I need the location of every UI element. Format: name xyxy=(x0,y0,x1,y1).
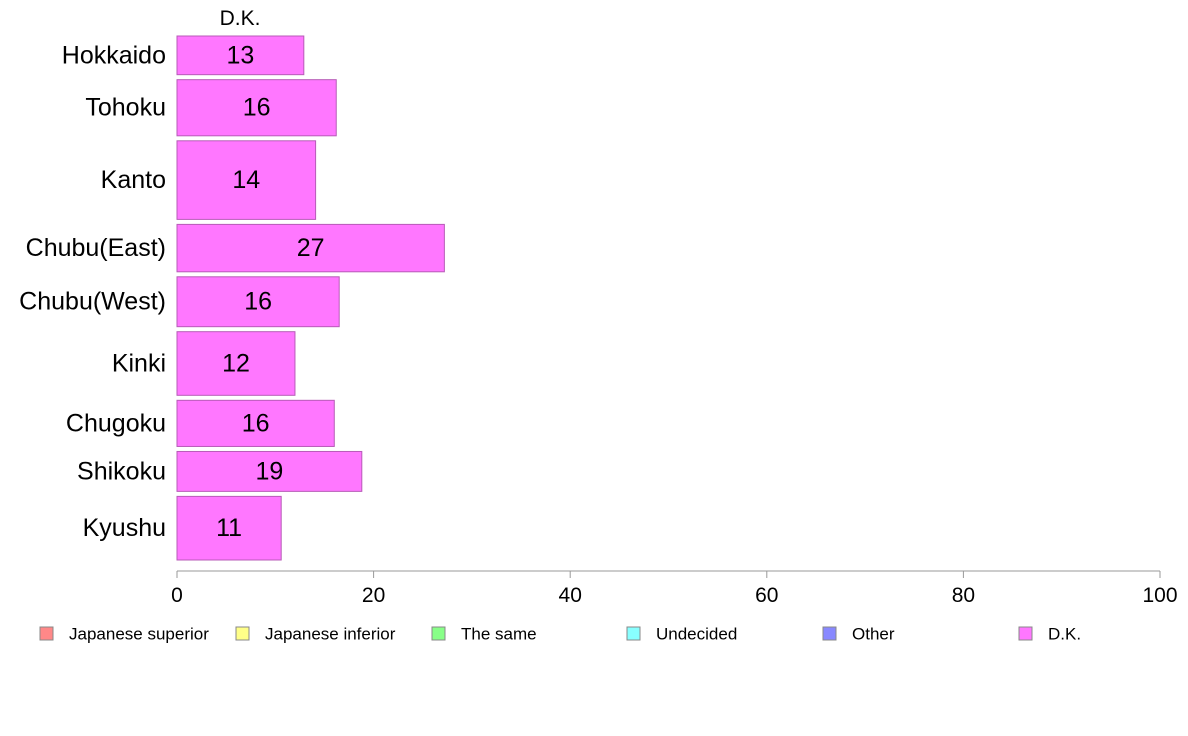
bar xyxy=(176,495,282,561)
legend-label: D.K. xyxy=(1048,625,1081,644)
legend: Japanese superior Japanese inferior The sa… xyxy=(39,625,1081,644)
bar xyxy=(176,140,317,220)
bar xyxy=(176,399,335,447)
category-label: Kinki xyxy=(112,350,166,378)
category-label: Kyushu xyxy=(83,514,166,542)
category-label: Tohoku xyxy=(85,94,166,122)
x-tick-label: 0 xyxy=(171,584,183,607)
category-label: Chubu(West) xyxy=(19,288,166,316)
bar xyxy=(176,276,340,328)
legend-swatch xyxy=(235,626,250,641)
bar xyxy=(176,35,305,76)
category-label: Shikoku xyxy=(77,457,166,485)
x-tick-label: 20 xyxy=(362,584,385,607)
x-tick-label: 40 xyxy=(559,584,582,607)
bar-value-label: 16 xyxy=(242,409,270,437)
category-label: Kanto xyxy=(101,166,166,194)
legend-label: The same xyxy=(461,625,537,644)
bar xyxy=(176,79,337,137)
legend-swatch xyxy=(431,626,446,641)
bar xyxy=(176,223,445,273)
legend-swatch xyxy=(39,626,54,641)
bar-value-label: 11 xyxy=(216,514,242,542)
bar-value-label: 16 xyxy=(244,288,272,316)
bar xyxy=(176,450,363,492)
bar-value-label: 16 xyxy=(243,94,271,122)
bar-value-label: 19 xyxy=(255,457,283,485)
bar-value-label: 13 xyxy=(226,41,254,69)
x-axis: 0 20 40 60 80 100 xyxy=(171,570,1178,607)
bars-group xyxy=(176,35,445,561)
legend-swatch xyxy=(822,626,837,641)
x-tick-label: 100 xyxy=(1142,584,1177,607)
value-labels: 13 16 14 27 16 12 16 19 11 xyxy=(216,41,324,542)
legend-label: Other xyxy=(852,625,895,644)
bar-value-label: 27 xyxy=(297,234,325,262)
bar-value-label: 14 xyxy=(232,166,260,194)
series-header-label: D.K. xyxy=(220,7,261,30)
category-labels: Hokkaido Tohoku Kanto Chubu(East) Chubu(West… xyxy=(19,41,166,542)
bar xyxy=(176,331,296,396)
category-label: Chugoku xyxy=(66,409,166,437)
legend-swatch xyxy=(626,626,641,641)
x-tick-label: 80 xyxy=(952,584,975,607)
bar-value-label: 12 xyxy=(222,350,250,378)
legend-label: Japanese inferior xyxy=(265,625,396,644)
category-label: Hokkaido xyxy=(62,41,166,69)
legend-swatch xyxy=(1018,626,1033,641)
legend-label: Undecided xyxy=(656,625,737,644)
legend-label: Japanese superior xyxy=(69,625,209,644)
x-tick-label: 60 xyxy=(755,584,778,607)
category-label: Chubu(East) xyxy=(26,234,166,262)
